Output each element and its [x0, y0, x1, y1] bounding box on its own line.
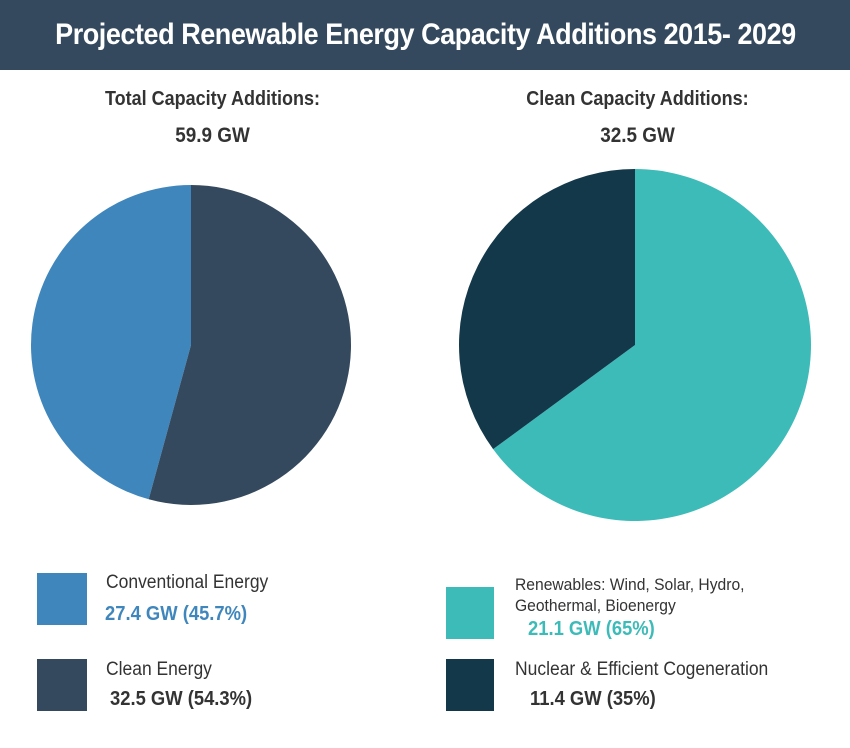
pie-slice-nuclear-efficient-cogeneration — [459, 169, 635, 450]
legend-swatch — [446, 587, 494, 639]
pie-slice-clean-energy — [148, 185, 351, 505]
legend-label: Nuclear & Efficient Cogeneration — [515, 659, 769, 680]
legend-label-line2: Geothermal, Bioenergy — [515, 596, 676, 615]
legend-value: 27.4 GW (45.7%) — [105, 603, 248, 625]
legend-label: Clean Energy — [106, 659, 212, 680]
total-capacity-chart: Total Capacity Additions: 59.9 GW — [0, 70, 425, 540]
legend-value: 21.1 GW (65%) — [528, 618, 655, 640]
clean-capacity-chart: Clean Capacity Additions: 32.5 GW — [425, 70, 850, 540]
chart-title: Total Capacity Additions: — [104, 88, 321, 110]
legend-value: 11.4 GW (35%) — [530, 688, 656, 710]
chart-total: 32.5 GW — [600, 124, 675, 147]
pie-slice-renewables-wind-solar-hydro — [493, 169, 811, 521]
clean-capacity-pie — [459, 169, 811, 521]
legend-value: 32.5 GW (54.3%) — [110, 688, 253, 710]
total-capacity-pie — [30, 185, 351, 505]
chart-title: Clean Capacity Additions: — [526, 88, 749, 110]
legend-label: Conventional Energy — [106, 572, 269, 593]
header-bar: Projected Renewable Energy Capacity Addi… — [0, 0, 850, 70]
legend-swatch — [446, 659, 494, 711]
pie-slice-conventional-energy — [30, 185, 191, 500]
legend-swatch — [37, 573, 87, 625]
legend-label: Renewables: Wind, Solar, Hydro, — [515, 575, 745, 594]
legend-swatch — [37, 659, 87, 711]
chart-total: 59.9 GW — [175, 124, 250, 147]
page-title: Projected Renewable Energy Capacity Addi… — [54, 18, 796, 51]
